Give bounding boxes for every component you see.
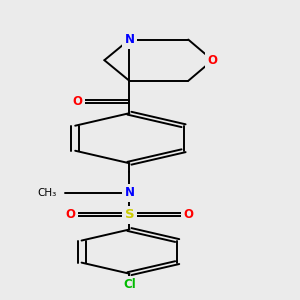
Text: O: O	[65, 208, 76, 221]
Text: N: N	[124, 186, 134, 199]
Text: O: O	[183, 208, 193, 221]
Text: O: O	[208, 54, 218, 67]
Text: N: N	[124, 33, 134, 46]
Text: S: S	[124, 208, 134, 221]
Text: CH₃: CH₃	[37, 188, 56, 198]
Text: O: O	[73, 95, 83, 108]
Text: Cl: Cl	[123, 278, 136, 291]
